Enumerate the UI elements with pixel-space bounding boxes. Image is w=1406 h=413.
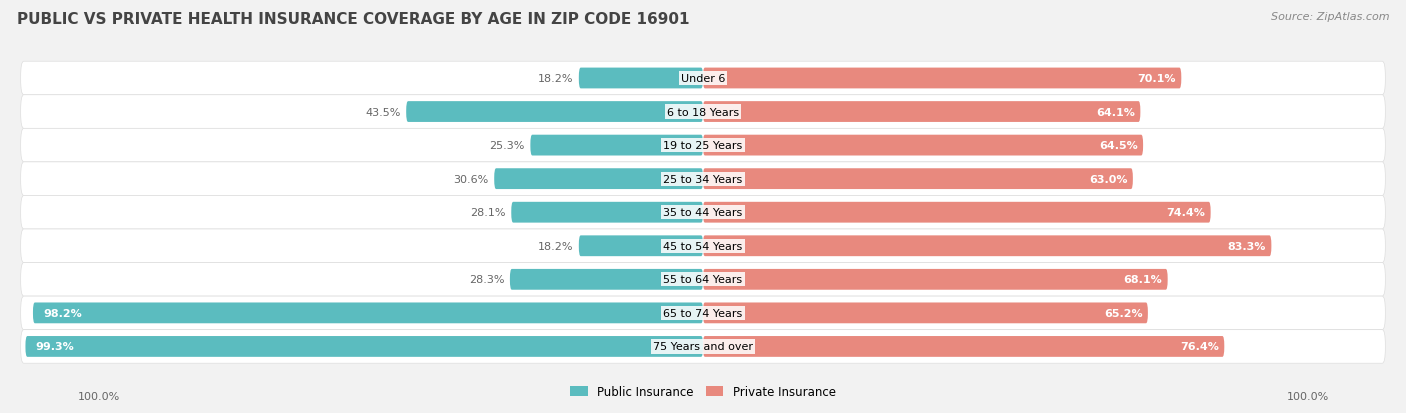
Text: 43.5%: 43.5% [366,107,401,117]
Text: 65 to 74 Years: 65 to 74 Years [664,308,742,318]
FancyBboxPatch shape [32,303,703,323]
Text: 75 Years and over: 75 Years and over [652,342,754,351]
Text: Under 6: Under 6 [681,74,725,84]
FancyBboxPatch shape [703,269,1167,290]
Text: 19 to 25 Years: 19 to 25 Years [664,141,742,151]
Text: 74.4%: 74.4% [1167,208,1205,218]
Text: 45 to 54 Years: 45 to 54 Years [664,241,742,251]
FancyBboxPatch shape [21,196,1385,230]
FancyBboxPatch shape [703,69,1181,89]
Text: PUBLIC VS PRIVATE HEALTH INSURANCE COVERAGE BY AGE IN ZIP CODE 16901: PUBLIC VS PRIVATE HEALTH INSURANCE COVER… [17,12,689,27]
Text: 63.0%: 63.0% [1088,174,1128,184]
Text: 100.0%: 100.0% [77,391,120,401]
FancyBboxPatch shape [530,135,703,156]
FancyBboxPatch shape [510,269,703,290]
FancyBboxPatch shape [21,62,1385,95]
FancyBboxPatch shape [21,297,1385,330]
FancyBboxPatch shape [21,129,1385,162]
Text: 25.3%: 25.3% [489,141,524,151]
FancyBboxPatch shape [25,336,703,357]
Text: 55 to 64 Years: 55 to 64 Years [664,275,742,285]
Text: 68.1%: 68.1% [1123,275,1163,285]
Text: 18.2%: 18.2% [538,74,574,84]
Text: 64.5%: 64.5% [1099,141,1137,151]
Text: 76.4%: 76.4% [1180,342,1219,351]
Text: 6 to 18 Years: 6 to 18 Years [666,107,740,117]
FancyBboxPatch shape [703,336,1225,357]
FancyBboxPatch shape [21,230,1385,263]
FancyBboxPatch shape [703,202,1211,223]
FancyBboxPatch shape [21,162,1385,196]
Text: 64.1%: 64.1% [1097,107,1135,117]
FancyBboxPatch shape [703,303,1147,323]
Text: 65.2%: 65.2% [1104,308,1143,318]
FancyBboxPatch shape [703,236,1271,256]
Text: 98.2%: 98.2% [44,308,82,318]
Text: 18.2%: 18.2% [538,241,574,251]
FancyBboxPatch shape [406,102,703,123]
FancyBboxPatch shape [703,169,1133,190]
Text: 28.1%: 28.1% [471,208,506,218]
FancyBboxPatch shape [495,169,703,190]
Text: 83.3%: 83.3% [1227,241,1265,251]
FancyBboxPatch shape [21,95,1385,129]
FancyBboxPatch shape [21,330,1385,363]
FancyBboxPatch shape [703,135,1143,156]
Text: 30.6%: 30.6% [454,174,489,184]
Text: 25 to 34 Years: 25 to 34 Years [664,174,742,184]
Text: 70.1%: 70.1% [1137,74,1175,84]
Legend: Public Insurance, Private Insurance: Public Insurance, Private Insurance [565,381,841,403]
Text: 100.0%: 100.0% [1286,391,1329,401]
FancyBboxPatch shape [512,202,703,223]
FancyBboxPatch shape [21,263,1385,297]
FancyBboxPatch shape [703,102,1140,123]
Text: Source: ZipAtlas.com: Source: ZipAtlas.com [1271,12,1389,22]
Text: 35 to 44 Years: 35 to 44 Years [664,208,742,218]
Text: 28.3%: 28.3% [470,275,505,285]
Text: 99.3%: 99.3% [35,342,75,351]
FancyBboxPatch shape [579,69,703,89]
FancyBboxPatch shape [579,236,703,256]
